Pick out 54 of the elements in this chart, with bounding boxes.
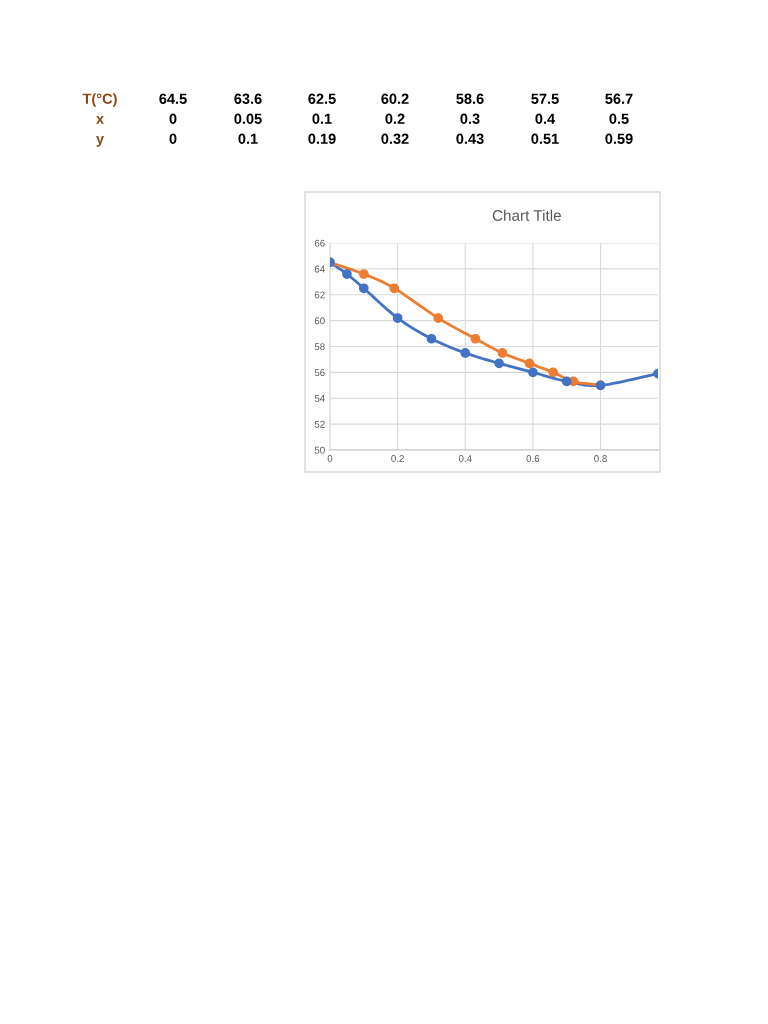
text: 0.05 [234,113,262,124]
point [470,333,481,344]
x-tick-label: 0.6 [526,455,540,462]
text: 0.32 [381,133,409,144]
point [497,348,508,358]
point [561,376,572,387]
text: 60.2 [381,93,409,104]
text: 57.5 [531,93,559,104]
y-tick-label: 62 [314,291,325,299]
text: 0.19 [308,133,336,144]
point [524,358,535,369]
text: 64.5 [159,93,187,104]
y-tick-label: 50 [314,446,325,454]
y-tick-label: 56 [314,369,325,376]
text: 56.7 [605,93,633,104]
y-tick-label: 54 [314,395,325,402]
text: T(°C) [82,93,117,107]
point [426,333,437,344]
y-tick-label: 60 [314,317,325,325]
text: 58.6 [456,93,484,104]
y-tick-label: 66 [314,239,325,247]
point [358,269,369,279]
x-tick-label: 0.2 [391,455,404,462]
point [460,348,471,358]
text: 0.4 [535,113,556,124]
text: 0.3 [460,113,480,124]
text: x [96,116,104,124]
text: 0.1 [238,133,258,144]
y-tick-label: 58 [314,343,325,351]
text: 0.43 [456,133,484,144]
x-tick-label: 0.4 [458,455,472,462]
point [392,313,403,323]
text: 0.51 [531,133,559,144]
text: 0.1 [312,113,332,124]
text: 0 [169,113,177,124]
point [433,313,444,323]
point [548,367,559,378]
x-tick-label: 0 [327,455,333,462]
text: y [96,136,104,147]
text: 0.59 [605,133,633,144]
y-tick-label: 64 [314,265,325,273]
y-tick-label: 52 [314,420,325,428]
text: 0.5 [609,113,629,124]
point [494,358,504,369]
point [342,269,352,279]
point [389,283,400,294]
point [358,283,369,294]
chart-title: Chart Title [492,209,561,221]
text: 0 [169,133,177,144]
x-tick-label: 0.8 [594,455,607,462]
text: 63.6 [234,93,262,104]
text: 62.5 [308,93,336,104]
point [528,367,538,378]
text: 0.2 [385,113,405,124]
